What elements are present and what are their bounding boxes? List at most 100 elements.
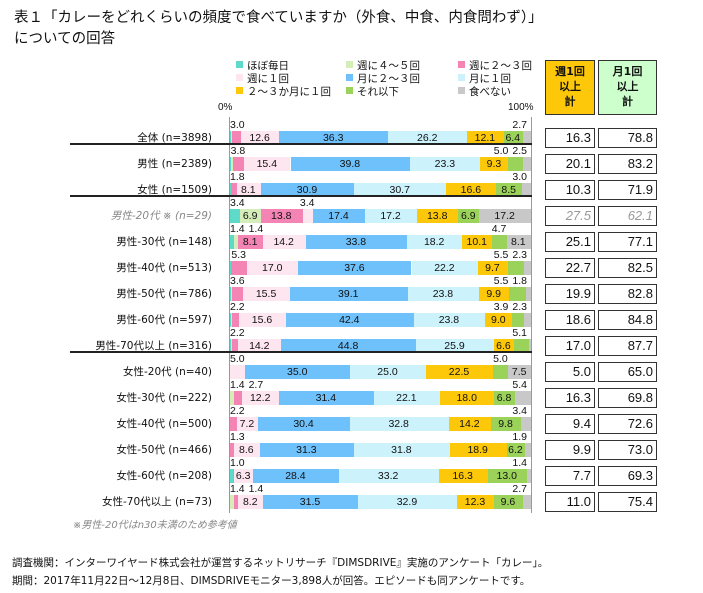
period-line: 期間：2017年11月22日～12月8日、DIMSDRIVEモニター3,898人…: [12, 575, 531, 587]
bar-segment: [238, 495, 264, 509]
bar-segment: [253, 469, 339, 483]
bar-segment: [234, 495, 239, 509]
bar-segment: [302, 209, 313, 223]
bar-segment: [524, 313, 531, 327]
data-label: 18.2: [423, 236, 445, 248]
data-label: 3.4: [512, 405, 527, 417]
bar-segment: [525, 287, 531, 301]
monthly-total-cell: 82.5: [598, 258, 657, 278]
bar-segment: [496, 183, 522, 197]
bar-segment: [262, 235, 306, 249]
bar-segment: [407, 235, 463, 249]
data-label: 1.8: [512, 275, 527, 287]
bar-segment: [234, 469, 254, 483]
bar-segment: [494, 391, 515, 405]
data-label: 8.6: [239, 444, 254, 456]
bar-segment: [410, 157, 481, 171]
data-label: 1.4: [230, 223, 245, 235]
bar-segment: [503, 131, 523, 145]
weekly-total-cell: 22.7: [545, 258, 595, 278]
bar-segment: [506, 443, 526, 457]
data-label: 17.0: [262, 262, 283, 274]
data-label: 15.4: [256, 158, 278, 170]
bar-segment: [258, 417, 350, 431]
bar-segment: [407, 287, 480, 301]
bar-segment: [232, 287, 244, 301]
bar-segment: [491, 417, 521, 431]
bar-segment: [350, 365, 426, 379]
bar-segment: [244, 157, 291, 171]
bar-segment: [493, 339, 514, 353]
bar-segment: [230, 287, 232, 301]
data-label: 25.0: [377, 366, 398, 378]
data-label: 32.9: [396, 496, 418, 508]
bar-segment: [373, 391, 441, 405]
weekly-total-cell: 9.4: [545, 414, 595, 434]
axis-line-0: [229, 117, 230, 513]
row-label: 女性-60代 (n=208): [116, 470, 212, 482]
bar-segment: [242, 391, 280, 405]
data-label: 14.2: [273, 236, 294, 248]
bar-segment: [230, 209, 241, 223]
bar-segment: [524, 261, 531, 275]
row-label: 男性-60代 (n=597): [116, 314, 212, 326]
data-label: 2.3: [512, 301, 527, 313]
bar-segment: [365, 209, 417, 223]
data-label: 13.0: [496, 470, 517, 482]
legend-label: 月に２～３回: [357, 73, 420, 85]
legend-label: 週に４～５回: [357, 60, 420, 72]
data-label: 3.6: [230, 275, 245, 287]
bar-segment: [232, 313, 240, 327]
bar-segment: [480, 157, 509, 171]
legend-label: ほぼ毎日: [247, 60, 289, 72]
data-label: 5.5: [493, 249, 509, 261]
footnote: ※男性-20代はn30未満のため参考値: [73, 520, 237, 531]
bar-segment: [529, 339, 531, 353]
weekly-total-cell: 7.7: [545, 466, 595, 486]
legend-swatch: [236, 87, 243, 94]
title-line-1: 表１「カレーをどれくらいの頻度で食べていますか（外食、中食、内食問わず）」: [14, 10, 543, 26]
data-label: 16.3: [452, 470, 473, 482]
stacked-bar: 15.4 39.8 23.3 9.3: [230, 157, 531, 171]
legend-item: 月に１回: [458, 73, 511, 86]
row-label: 女性 (n=1509): [137, 184, 212, 196]
data-label: 17.4: [328, 210, 349, 222]
bar-segment: [521, 183, 531, 197]
data-label: 1.4: [230, 379, 245, 391]
bar-segment: [241, 131, 280, 145]
legend-label: ２～３か月に１回: [247, 86, 331, 98]
data-label: 23.8: [432, 288, 454, 300]
data-label: 10.1: [466, 236, 487, 248]
bar-segment: [231, 261, 248, 275]
legend-label: 月に１回: [469, 73, 511, 85]
monthly-total-cell: 62.1: [598, 206, 657, 226]
bar-segment: [230, 131, 231, 145]
bar-segment: [230, 417, 237, 431]
data-label: 9.0: [490, 314, 506, 326]
row-label: 男性-70代以上 (n=316): [95, 340, 212, 352]
stacked-bar: 35.0 25.0 22.5 7.5: [230, 365, 531, 379]
bar-segment: [230, 365, 246, 379]
bar-segment: [354, 183, 447, 197]
bar-segment: [438, 469, 488, 483]
row-label: 女性-30代 (n=222): [116, 392, 212, 404]
data-label: 9.6: [500, 496, 516, 508]
data-label: 30.9: [296, 184, 318, 196]
data-label: 2.5: [512, 145, 527, 157]
bar-segment: [458, 209, 480, 223]
bar-segment: [236, 417, 259, 431]
bar-segment: [231, 287, 233, 301]
data-label: 42.4: [339, 314, 360, 326]
monthly-total-cell: 65.0: [598, 362, 657, 382]
bar-segment: [232, 157, 245, 171]
data-label: 15.5: [255, 288, 277, 300]
data-label: 12.3: [464, 496, 486, 508]
data-label: 32.8: [388, 418, 409, 430]
bar-segment: [509, 287, 526, 301]
monthly-header-line: 計: [622, 95, 633, 108]
monthly-header-line: 月1回: [612, 65, 643, 78]
bar-segment: [230, 131, 233, 145]
data-label: 36.3: [322, 132, 344, 144]
monthly-total-cell: 82.8: [598, 284, 657, 304]
legend-item: 週に２～３回: [458, 60, 532, 73]
